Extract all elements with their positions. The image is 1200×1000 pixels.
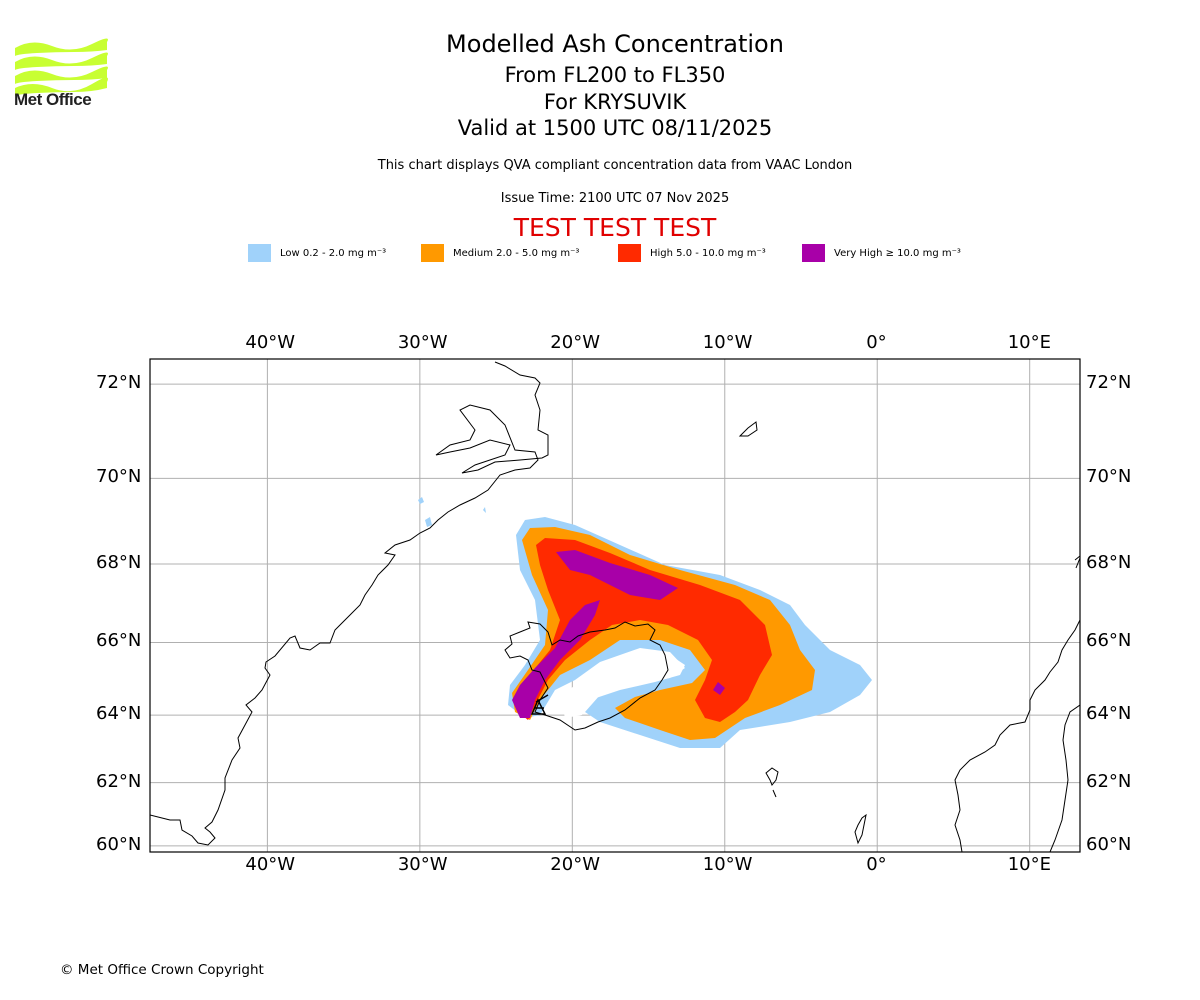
test-banner: TEST TEST TEST <box>513 213 717 242</box>
flight-levels: From FL200 to FL350 <box>504 63 726 87</box>
map-frame <box>149 358 1081 853</box>
lon-tick-top: 40°W <box>245 332 296 353</box>
legend-item-very-high: Very High ≥ 10.0 mg m⁻³ <box>802 244 961 262</box>
lon-tick-bottom: 20°W <box>550 854 600 875</box>
volcano-marker-icon <box>530 694 549 715</box>
lat-tick-right: 72°N <box>1086 372 1132 394</box>
subtitle: This chart displays QVA compliant concen… <box>377 158 853 173</box>
issue-time: Issue Time: 2100 UTC 07 Nov 2025 <box>500 191 730 206</box>
valid-time: Valid at 1500 UTC 08/11/2025 <box>457 116 773 140</box>
legend-label-low: Low 0.2 - 2.0 mg m⁻³ <box>280 247 387 259</box>
legend-swatch-high <box>618 244 641 262</box>
volcano-name: For KRYSUVIK <box>543 90 687 114</box>
lon-tick-top: 10°E <box>1007 332 1051 353</box>
lat-tick-left: 60°N <box>96 833 142 855</box>
legend-label-very-high: Very High ≥ 10.0 mg m⁻³ <box>834 247 961 259</box>
lon-tick-top: 10°W <box>702 332 753 353</box>
legend-label-high: High 5.0 - 10.0 mg m⁻³ <box>650 247 766 259</box>
ash-zone-very-high-south <box>512 600 600 718</box>
lat-tick-left: 70°N <box>96 466 142 488</box>
lon-tick-bottom: 30°W <box>397 854 448 875</box>
lat-tick-left: 68°N <box>96 551 142 573</box>
lon-tick-bottom: 10°W <box>702 854 753 875</box>
ash-plume <box>418 497 872 748</box>
coast-faroe <box>765 767 779 798</box>
chart-title: Modelled Ash Concentration <box>446 30 784 58</box>
legend-label-medium: Medium 2.0 - 5.0 mg m⁻³ <box>453 247 580 259</box>
ash-specks <box>418 497 486 527</box>
lat-tick-left: 72°N <box>96 372 142 394</box>
lat-tick-right: 68°N <box>1086 551 1132 573</box>
coast-norway-islands <box>1074 555 1080 569</box>
lon-tick-bottom: 40°W <box>245 854 296 875</box>
lat-tick-right: 60°N <box>1086 833 1132 855</box>
lon-tick-top: 30°W <box>397 332 448 353</box>
lon-tick-top: 20°W <box>550 332 600 353</box>
lat-tick-left: 64°N <box>96 703 142 725</box>
legend-swatch-low <box>248 244 271 262</box>
lat-tick-left: 62°N <box>96 770 142 792</box>
legend-swatch-medium <box>421 244 444 262</box>
met-office-logo-icon <box>15 38 108 96</box>
legend-swatch-very-high <box>802 244 825 262</box>
lon-tick-bottom: 10°E <box>1007 854 1051 875</box>
legend-item-medium: Medium 2.0 - 5.0 mg m⁻³ <box>421 244 579 262</box>
copyright: © Met Office Crown Copyright <box>60 962 264 978</box>
logo-text: Met Office <box>14 90 92 109</box>
coast-iceland <box>504 621 669 731</box>
lat-tick-right: 70°N <box>1086 466 1132 488</box>
coastlines <box>150 361 1080 852</box>
lat-tick-right: 66°N <box>1086 630 1132 652</box>
lat-tick-left: 66°N <box>96 630 142 652</box>
coast-greenland <box>150 361 549 846</box>
ash-zone-high <box>516 538 772 722</box>
lon-tick-bottom: 0° <box>866 854 887 875</box>
legend-item-low: Low 0.2 - 2.0 mg m⁻³ <box>248 244 386 262</box>
coast-shetland <box>854 813 867 845</box>
ash-zone-very-high <box>556 550 678 600</box>
legend-item-high: High 5.0 - 10.0 mg m⁻³ <box>618 244 766 262</box>
coast-jan-mayen <box>738 421 758 437</box>
lon-tick-top: 0° <box>866 332 887 353</box>
lat-tick-right: 62°N <box>1086 770 1132 792</box>
coast-sweden <box>1049 704 1080 852</box>
coast-norway <box>954 619 1080 852</box>
ash-free-pocket <box>560 655 685 718</box>
ash-spot <box>713 682 725 695</box>
lat-tick-right: 64°N <box>1086 703 1132 725</box>
